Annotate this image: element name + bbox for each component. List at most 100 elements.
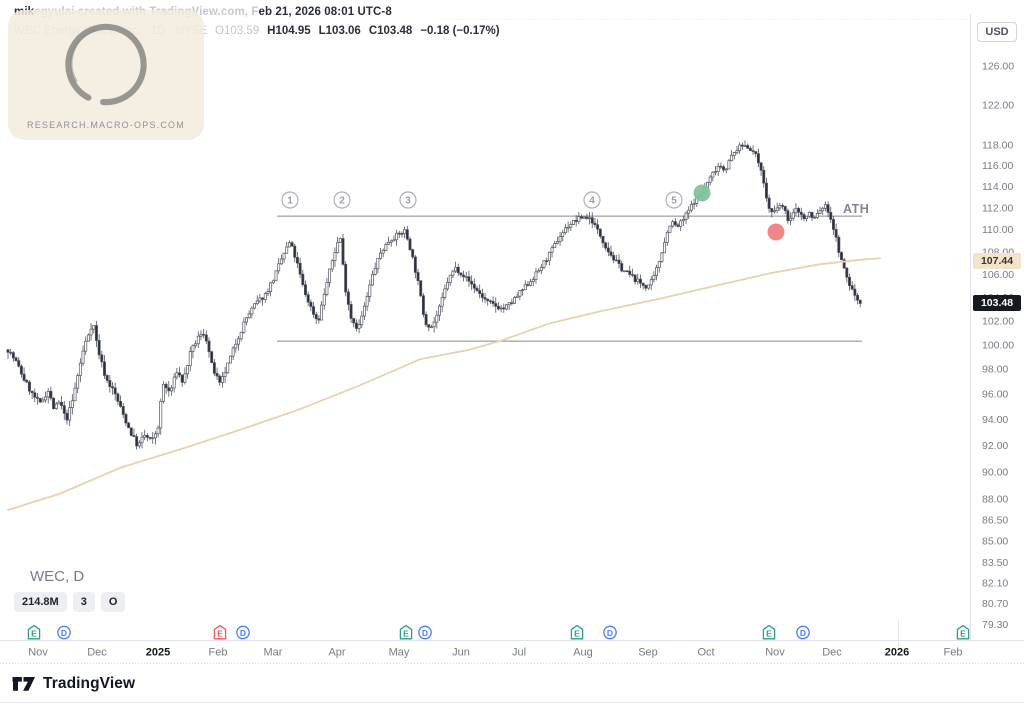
month-label: Feb — [944, 647, 963, 659]
month-label: Nov — [28, 647, 48, 659]
price-tick-label: 98.00 — [982, 364, 1008, 376]
year-label: 2026 — [885, 647, 909, 659]
volume-badge[interactable]: 214.8M — [14, 592, 67, 612]
wave-number: 3 — [405, 195, 411, 206]
month-label: Dec — [87, 647, 107, 659]
month-label: Aug — [573, 647, 593, 659]
wave-markers: 1 2 3 4 5 — [281, 191, 683, 209]
price-tick-label: 118.00 — [982, 140, 1013, 152]
ath-label[interactable]: ATH — [843, 202, 869, 216]
event-letter: E — [31, 628, 37, 638]
price-tick-label: 122.00 — [982, 99, 1014, 111]
event-badge-earnings[interactable]: E — [399, 624, 413, 640]
month-label: Jul — [512, 647, 526, 659]
price-tick-label: 96.00 — [982, 389, 1008, 401]
pane-borders — [0, 14, 1024, 664]
price-tick-label: 114.00 — [982, 181, 1013, 193]
ohlc-low: L103.06 — [318, 25, 361, 37]
ohlc-open: O103.59 — [215, 25, 260, 37]
event-badge-dividend[interactable]: D — [236, 625, 250, 640]
event-letter: E — [217, 628, 223, 638]
wave-number: 4 — [589, 195, 595, 206]
event-badge-earnings[interactable]: E — [27, 624, 41, 640]
wave-number: 5 — [671, 195, 677, 206]
event-badge-earnings[interactable]: E — [570, 624, 584, 640]
wave-number: 2 — [339, 195, 345, 206]
event-letter: D — [800, 628, 806, 638]
month-label: Sep — [638, 647, 658, 659]
month-label: Mar — [264, 647, 283, 659]
price-tick-label: 94.00 — [982, 414, 1008, 426]
event-letter: D — [61, 628, 67, 638]
month-label: Feb — [209, 647, 228, 659]
event-letter: D — [607, 628, 613, 638]
wave-number: 1 — [287, 195, 293, 206]
ma-price-badge: 107.44 — [973, 253, 1021, 269]
currency-usd-button[interactable]: USD — [977, 22, 1017, 42]
candle-series — [6, 140, 862, 450]
price-tick-label: 80.70 — [982, 598, 1008, 610]
watermark-text: RESEARCH.MACRO-OPS.COM — [27, 120, 185, 130]
event-badge-dividend[interactable]: D — [418, 625, 432, 640]
event-letter: D — [240, 628, 246, 638]
data-window-badges: 214.8M 3 O — [14, 592, 126, 612]
event-badge-earnings[interactable]: E — [213, 624, 227, 640]
price-tick-label: 85.00 — [982, 535, 1008, 547]
wave-circle-1[interactable] — [281, 191, 299, 209]
research-watermark: RESEARCH.MACRO-OPS.COM — [8, 10, 204, 140]
attribution-part: eb 21, 2026 08:01 UTC-8 — [258, 6, 392, 18]
price-tick-label: 116.00 — [982, 160, 1013, 172]
enso-circle-logo — [65, 23, 147, 106]
time-axis[interactable]: Nov Dec 2025 Feb Mar Apr May Jun Jul Aug Sep Oct Nov… — [28, 647, 962, 659]
year-label: 2025 — [146, 647, 170, 659]
event-letter: E — [403, 628, 409, 638]
price-tick-label: 82.10 — [982, 577, 1008, 589]
event-badge-earnings[interactable]: E — [762, 624, 776, 640]
price-tick-label: 90.00 — [982, 466, 1008, 478]
wave-circle-2[interactable] — [333, 191, 351, 209]
footer-separator — [0, 702, 1024, 703]
month-label: May — [389, 647, 410, 659]
event-badge-earnings[interactable]: E — [956, 624, 970, 640]
month-label: Apr — [328, 647, 345, 659]
tradingview-brand-text: TradingView — [43, 675, 136, 692]
wave-circle-5[interactable] — [665, 191, 683, 209]
sell-dot[interactable] — [767, 223, 785, 241]
month-label: Oct — [697, 647, 714, 659]
event-letter: E — [574, 628, 580, 638]
event-badge-dividend[interactable]: D — [796, 625, 810, 640]
ohlc-close: C103.48 — [368, 25, 413, 37]
event-letter: E — [960, 628, 966, 638]
wave-circle-4[interactable] — [583, 191, 601, 209]
price-tick-label: 86.50 — [982, 514, 1008, 526]
badge-o[interactable]: O — [100, 592, 126, 612]
price-tick-label: 100.00 — [982, 339, 1014, 351]
price-tick-label: 112.00 — [982, 202, 1013, 214]
symbol-interval-label[interactable]: WEC, D — [30, 568, 85, 585]
moving-average-line[interactable] — [7, 257, 881, 511]
month-label: Jun — [452, 647, 470, 659]
tradingview-logo-icon — [12, 677, 35, 691]
wave-circle-3[interactable] — [399, 191, 417, 209]
price-tick-label: 102.00 — [982, 315, 1014, 327]
price-tick-label: 126.00 — [982, 60, 1014, 72]
event-badge-dividend[interactable]: D — [603, 625, 617, 640]
event-letter: D — [422, 628, 428, 638]
last-price-badge: 103.48 — [973, 295, 1021, 311]
ohlc-change: −0.18 (−0.17%) — [420, 25, 500, 37]
buy-dot[interactable] — [693, 184, 711, 202]
price-tick-label: 83.50 — [982, 557, 1008, 569]
event-badge-dividend[interactable]: D — [57, 625, 71, 640]
badge-3[interactable]: 3 — [72, 592, 95, 612]
price-tick-label: 79.30 — [982, 619, 1008, 631]
price-tick-label: 110.00 — [982, 224, 1013, 236]
price-tick-label: 92.00 — [982, 440, 1008, 452]
price-tick-label: 88.00 — [982, 494, 1008, 506]
month-label: Nov — [765, 647, 785, 659]
ohlc-high: H104.95 — [267, 25, 311, 37]
tradingview-logo[interactable]: TradingView — [12, 675, 135, 693]
price-axis[interactable]: 126.00 122.00 118.00 116.00 114.00 112.00 110.… — [982, 60, 1014, 631]
